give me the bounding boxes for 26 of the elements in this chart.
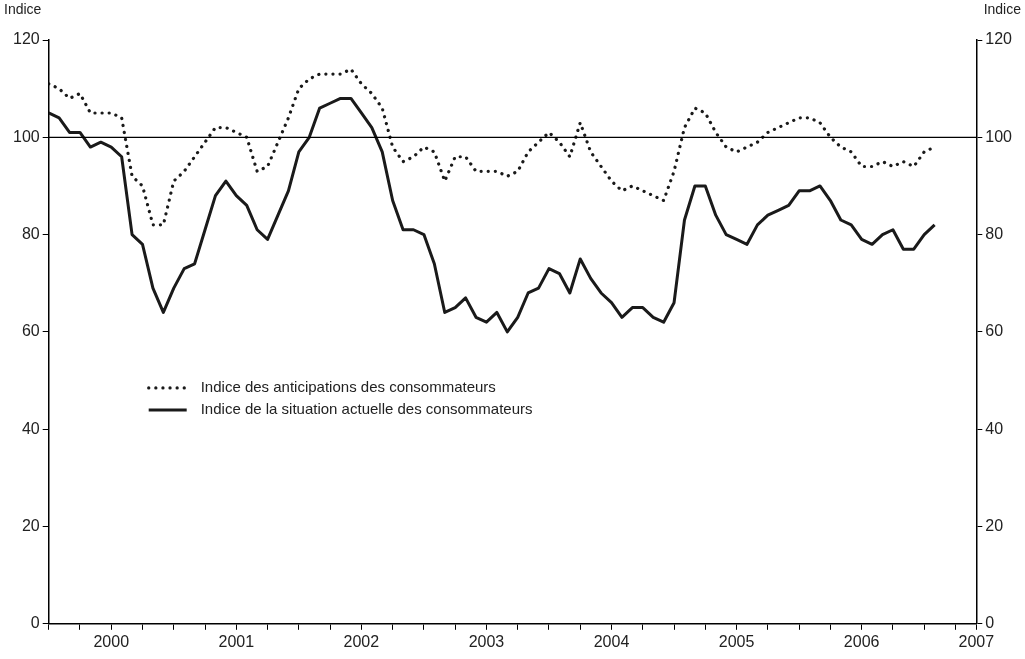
y-tick-label: 80	[21, 225, 40, 243]
x-tick-label: 2006	[843, 632, 880, 650]
x-tick-label: 2001	[218, 632, 255, 650]
y2-tick-label: 20	[985, 516, 1004, 534]
legend-label: Indice de la situation actuelle des consommateurs	[200, 400, 533, 418]
legend-label: Indice des anticipations des consommateurs	[200, 378, 496, 396]
y-tick-label: 60	[21, 322, 40, 340]
y2-tick-label: 0	[985, 614, 995, 632]
x-tick-label: 2004	[593, 632, 630, 650]
y-tick-label: 100	[12, 127, 40, 145]
y-tick-label: 120	[12, 30, 40, 48]
y-tick-label: 0	[30, 614, 40, 632]
x-tick-label: 2003	[468, 632, 505, 650]
x-tick-label: 2002	[343, 632, 380, 650]
x-tick-label: 2007	[958, 632, 995, 650]
y-axis-title: Indice	[4, 1, 42, 17]
x-tick-label: 2005	[718, 632, 755, 650]
y2-tick-label: 100	[985, 127, 1013, 145]
y-tick-label: 20	[21, 516, 40, 534]
y2-tick-label: 60	[985, 322, 1004, 340]
x-tick-label: 2000	[93, 632, 130, 650]
y2-axis-title: Indice	[983, 1, 1022, 17]
y2-tick-label: 120	[985, 30, 1013, 48]
y-tick-label: 40	[21, 419, 40, 437]
y2-tick-label: 80	[985, 225, 1004, 243]
y2-tick-label: 40	[985, 419, 1004, 437]
